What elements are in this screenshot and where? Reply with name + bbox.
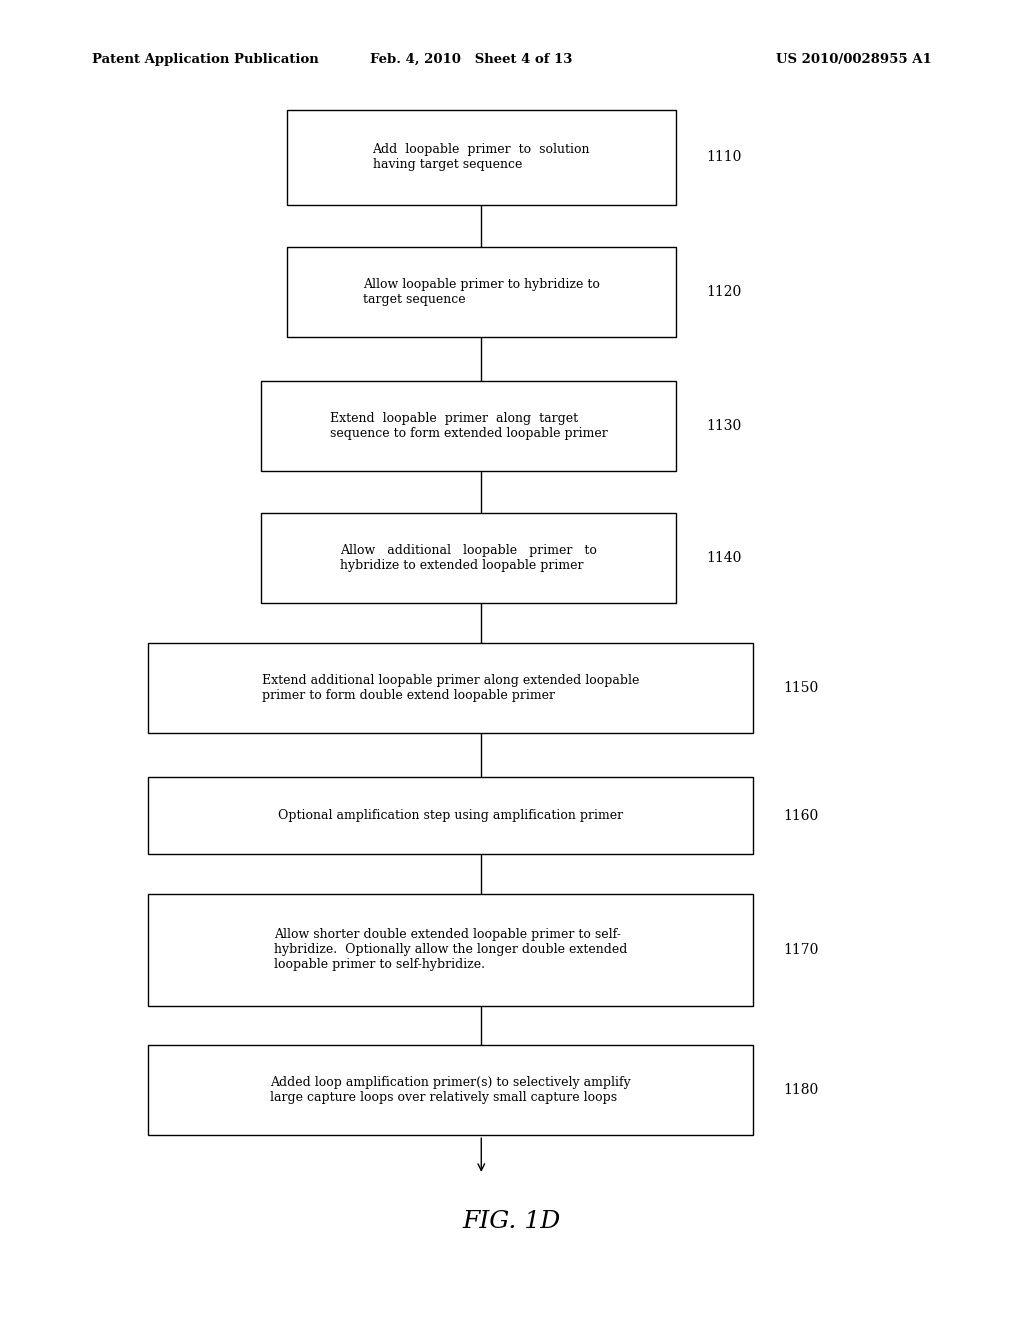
FancyBboxPatch shape bbox=[148, 1045, 753, 1135]
FancyBboxPatch shape bbox=[148, 777, 753, 854]
Text: 1170: 1170 bbox=[783, 942, 819, 957]
FancyBboxPatch shape bbox=[261, 381, 676, 471]
Text: 1140: 1140 bbox=[707, 552, 742, 565]
Text: Patent Application Publication: Patent Application Publication bbox=[92, 53, 318, 66]
Text: Add  loopable  primer  to  solution
having target sequence: Add loopable primer to solution having t… bbox=[373, 143, 590, 172]
FancyBboxPatch shape bbox=[287, 110, 676, 205]
Text: Feb. 4, 2010   Sheet 4 of 13: Feb. 4, 2010 Sheet 4 of 13 bbox=[370, 53, 572, 66]
Text: 1130: 1130 bbox=[707, 420, 741, 433]
Text: Allow loopable primer to hybridize to
target sequence: Allow loopable primer to hybridize to ta… bbox=[362, 277, 600, 306]
Text: US 2010/0028955 A1: US 2010/0028955 A1 bbox=[776, 53, 932, 66]
FancyBboxPatch shape bbox=[148, 643, 753, 733]
Text: 1110: 1110 bbox=[707, 150, 742, 164]
Text: Extend additional loopable primer along extended loopable
primer to form double : Extend additional loopable primer along … bbox=[262, 673, 639, 702]
Text: Optional amplification step using amplification primer: Optional amplification step using amplif… bbox=[278, 809, 624, 822]
Text: 1150: 1150 bbox=[783, 681, 818, 694]
Text: 1160: 1160 bbox=[783, 809, 818, 822]
FancyBboxPatch shape bbox=[287, 247, 676, 337]
Text: Added loop amplification primer(s) to selectively amplify
large capture loops ov: Added loop amplification primer(s) to se… bbox=[270, 1076, 631, 1105]
FancyBboxPatch shape bbox=[261, 513, 676, 603]
Text: FIG. 1D: FIG. 1D bbox=[463, 1209, 561, 1233]
FancyBboxPatch shape bbox=[148, 894, 753, 1006]
Text: 1120: 1120 bbox=[707, 285, 741, 298]
Text: Allow   additional   loopable   primer   to
hybridize to extended loopable prime: Allow additional loopable primer to hybr… bbox=[340, 544, 597, 573]
Text: Allow shorter double extended loopable primer to self-
hybridize.  Optionally al: Allow shorter double extended loopable p… bbox=[273, 928, 628, 972]
Text: Extend  loopable  primer  along  target
sequence to form extended loopable prime: Extend loopable primer along target sequ… bbox=[330, 412, 607, 441]
Text: 1180: 1180 bbox=[783, 1084, 818, 1097]
